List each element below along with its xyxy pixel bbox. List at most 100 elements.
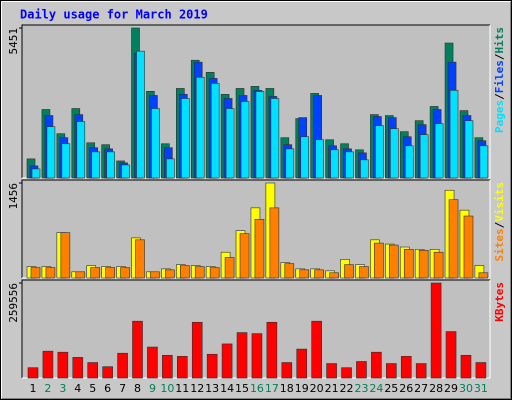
bar [418,249,429,279]
bar [330,149,339,179]
bar [120,267,130,279]
x-tick-label: 28 [429,382,443,395]
bar [296,348,308,379]
bar [445,331,457,379]
bar [345,151,354,179]
bar [356,361,367,379]
legend-entry: Files [493,60,506,93]
legend: Sites/Visits [493,182,506,262]
bar [326,363,337,379]
bar [72,357,84,379]
bar [315,139,324,179]
bar [314,269,324,279]
legend: Pages/Files/Hits [493,27,506,133]
bar [210,83,220,179]
bar [254,218,265,279]
bar [386,363,397,379]
bar [329,272,339,279]
bar [415,363,427,379]
panel-edge-dark [21,279,490,378]
bar [60,232,71,279]
x-tick-label: 2 [44,382,51,395]
bar [270,98,280,179]
x-tick-label: 15 [235,382,249,395]
x-tick-label: 16 [250,382,264,395]
bar [151,108,160,179]
legend-separator: / [493,93,506,100]
bar [375,125,384,179]
panel-edge-dark [21,179,490,278]
bar [281,362,293,379]
y-tick-label: 259556 [7,283,20,323]
bar [464,120,474,179]
bar [224,257,235,279]
bar [135,239,145,279]
bar [30,267,41,279]
bar [479,145,489,179]
bar [460,354,472,379]
bar [225,108,235,179]
y-tick-label: 1456 [7,183,20,210]
bar [57,351,69,379]
legend-entry: Sites [493,228,506,261]
bar [31,168,41,179]
bar [221,343,233,379]
bar [463,215,474,279]
bar [132,320,143,379]
bar [478,272,489,279]
legend-entry: KBytes [493,282,506,322]
x-tick-label: 1 [30,382,37,395]
bar [266,321,278,379]
bar [61,143,71,179]
bar [374,242,384,279]
bar [87,362,99,379]
x-tick-label: 22 [340,382,354,395]
x-tick-label: 14 [220,382,234,395]
bar [400,356,412,379]
bar [106,151,115,179]
bar [46,126,56,179]
bar [42,350,54,379]
bar [285,148,295,179]
x-tick-label: 17 [265,382,279,395]
x-tick-label: 21 [325,382,339,395]
bar [102,366,113,379]
bar [269,207,280,279]
bar [91,151,101,179]
bar [162,354,173,379]
x-tick-label: 27 [414,382,428,395]
x-tick-label: 24 [369,382,383,395]
bar [344,264,354,279]
bar [251,333,263,379]
x-tick-label: 30 [459,382,473,395]
bar [180,265,190,279]
legend-separator: / [493,53,506,60]
bar [27,367,39,379]
bar [448,199,459,279]
y-tick-label: 5451 [7,28,20,55]
panel-edge-dark [21,24,490,178]
x-tick-label: 7 [119,382,126,395]
bar [390,128,399,179]
bar [430,282,442,379]
legend-entry: Pages [493,100,506,133]
bar [239,233,250,279]
x-tick-label: 5 [89,382,96,395]
x-tick-label: 10 [160,382,174,395]
legend-entry: Hits [493,27,506,54]
bar [284,263,295,279]
x-tick-label: 20 [310,382,324,395]
bar [166,158,175,179]
bar [236,332,248,379]
bar [311,320,322,379]
bar [449,90,459,179]
bar [165,269,175,279]
bar [300,136,310,179]
x-tick-label: 18 [280,382,294,395]
bar [240,101,250,179]
x-tick-label: 11 [175,382,189,395]
x-tick-label: 19 [295,382,309,395]
bar [206,353,218,379]
